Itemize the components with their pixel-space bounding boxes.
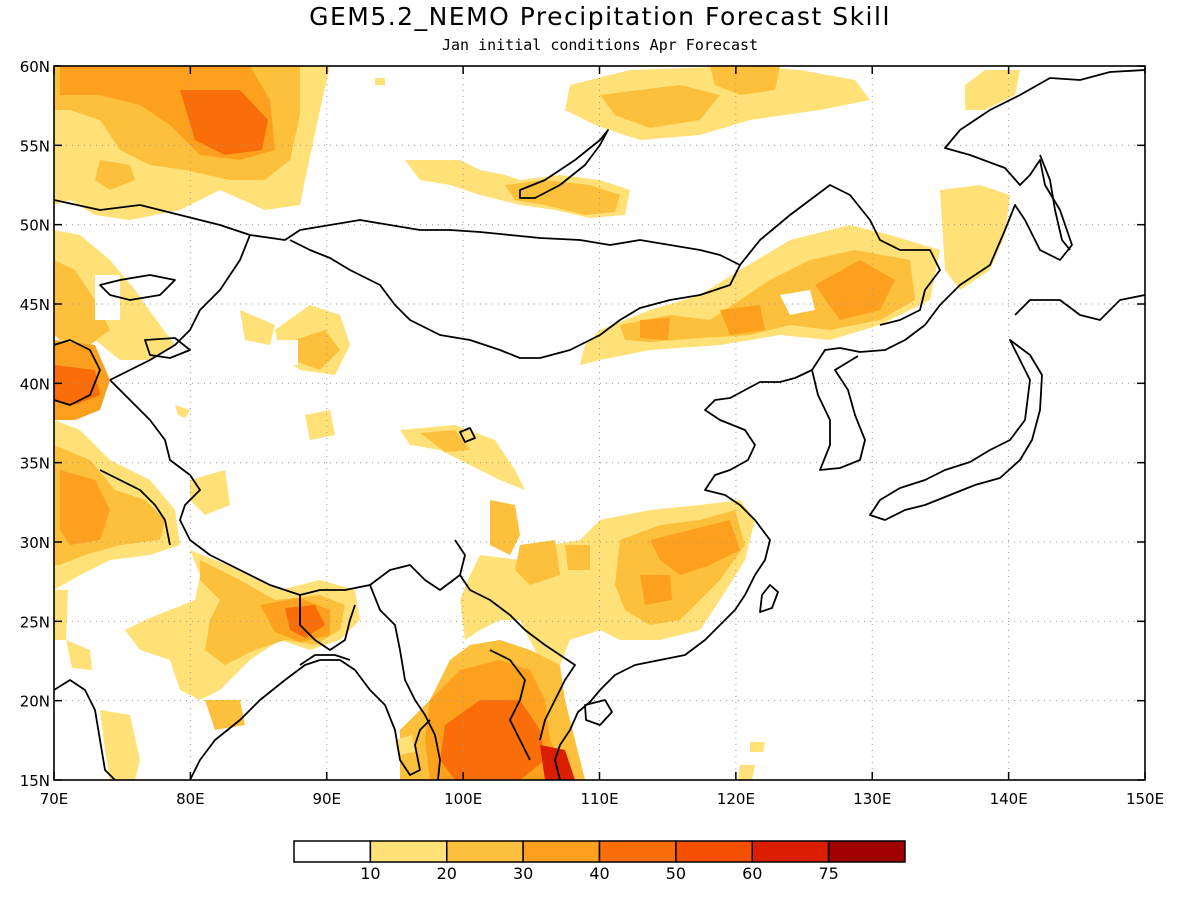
lat-tick-label: 40N	[20, 375, 50, 393]
lat-tick-label: 20N	[20, 693, 50, 711]
colorbar-swatch	[369, 840, 448, 863]
colorbar-label: 75	[818, 864, 839, 883]
lat-tick-label: 45N	[20, 296, 50, 314]
lat-tick-label: 60N	[20, 58, 50, 76]
lon-tick-label: 130E	[853, 790, 891, 808]
colorbar-swatch	[827, 840, 906, 863]
lon-tick-label: 110E	[580, 790, 618, 808]
lon-tick-label: 90E	[312, 790, 341, 808]
axis-ticks	[53, 65, 1146, 781]
lat-tick-label: 50N	[20, 217, 50, 235]
colorbar-label: 60	[742, 864, 763, 883]
lon-tick-label: 100E	[444, 790, 482, 808]
colorbar-label: 10	[360, 864, 381, 883]
lon-tick-label: 120E	[717, 790, 755, 808]
colorbar-swatch	[598, 840, 677, 863]
chart-title: GEM5.2_NEMO Precipitation Forecast Skill	[309, 2, 891, 31]
colorbar-swatch	[751, 840, 830, 863]
lat-tick-label: 15N	[20, 772, 50, 790]
lat-tick-label: 35N	[20, 455, 50, 473]
coastlines-and-borders	[54, 69, 1145, 780]
colorbar-label: 20	[436, 864, 457, 883]
lon-tick-label: 150E	[1126, 790, 1164, 808]
map-gridlines	[54, 66, 1145, 780]
colorbar-swatch	[293, 840, 372, 863]
colorbar-label: 30	[512, 864, 534, 883]
colorbar-swatch	[446, 840, 524, 863]
latitude-labels: 60N 55N 50N 45N 40N 35N 30N 25N 20N 15N	[20, 58, 50, 790]
lon-tick-label: 80E	[176, 790, 205, 808]
colorbar-label: 50	[665, 864, 687, 883]
colorbar-swatch	[675, 840, 753, 863]
lon-tick-label: 140E	[990, 790, 1028, 808]
colorbar-swatch	[522, 840, 601, 863]
colorbar	[293, 840, 906, 863]
lat-tick-label: 30N	[20, 534, 50, 552]
skill-contour-fills	[54, 66, 1020, 780]
colorbar-label: 40	[589, 864, 610, 883]
lat-tick-label: 25N	[20, 613, 50, 631]
chart-subtitle: Jan initial conditions Apr Forecast	[441, 36, 759, 54]
lon-tick-label: 70E	[40, 790, 69, 808]
lat-tick-label: 55N	[20, 137, 50, 155]
longitude-labels: 70E 80E 90E 100E 110E 120E 130E 140E 150E	[40, 790, 1164, 808]
